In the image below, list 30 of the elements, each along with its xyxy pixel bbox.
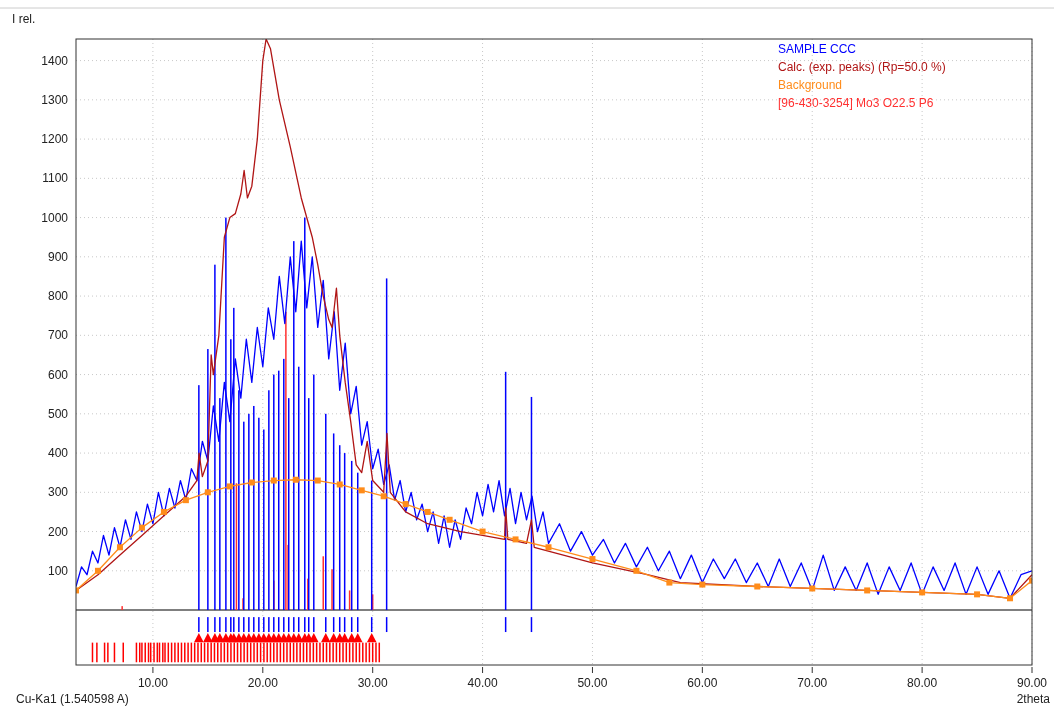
x-tick-label: 20.00 — [247, 676, 279, 690]
text: [96-430-3254] Mo3 O22.5 P6 — [778, 96, 934, 110]
y-axis-title: I rel. — [12, 12, 36, 26]
x-axis-title: 2theta — [1016, 692, 1051, 706]
text: Background — [778, 78, 843, 92]
x-tick-label: 50.00 — [577, 676, 608, 690]
x-tick-label: 10.00 — [137, 676, 169, 690]
y-tick-label: 100 — [47, 563, 69, 578]
y-tick-label: 700 — [47, 328, 69, 343]
x-tick-label: 80.00 — [907, 676, 938, 690]
text: Cu-Ka1 (1.540598 A) — [16, 692, 129, 706]
y-tick-label: 200 — [47, 524, 69, 539]
y-tick-label: 1400 — [41, 53, 69, 68]
y-tick-label: 400 — [47, 446, 69, 461]
x-tick-label: 70.00 — [797, 676, 828, 690]
x-tick-label: 90.00 — [1016, 676, 1048, 690]
y-tick-label: 900 — [47, 249, 69, 264]
y-tick-label: 1200 — [41, 132, 69, 147]
y-tick-label: 1100 — [42, 171, 69, 186]
y-tick-label: 1000 — [41, 210, 69, 225]
text: Calc. (exp. peaks) (Rp=50.0 %) — [778, 60, 946, 74]
x-tick-label: 40.00 — [467, 676, 498, 690]
y-tick-label: 500 — [47, 406, 69, 421]
x-tick-label: 60.00 — [687, 676, 718, 690]
x-tick-label: 30.00 — [357, 676, 389, 690]
y-tick-label: 1300 — [41, 92, 69, 107]
y-tick-label: 600 — [47, 367, 69, 382]
y-tick-label: 800 — [47, 289, 69, 304]
text: SAMPLE CCC — [778, 42, 857, 56]
y-tick-label: 300 — [47, 485, 69, 500]
